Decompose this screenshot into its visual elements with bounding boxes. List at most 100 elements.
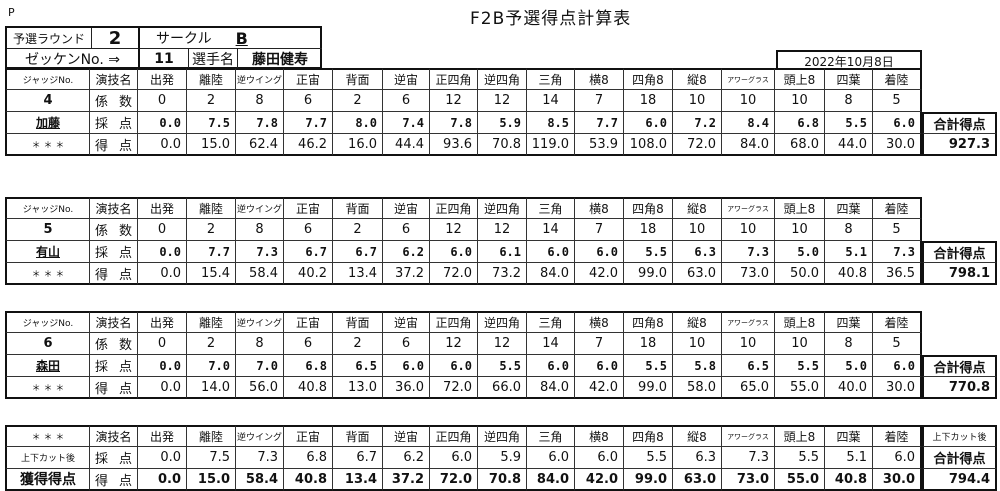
maneuver-name: 逆ウイング [236,68,284,90]
judge-points: 84.0 [527,263,575,285]
judge-score: 6.0 [624,112,673,134]
judge-score: 7.5 [187,112,236,134]
judge-points: 15.0 [187,134,236,156]
judge-score: 7.0 [236,355,284,377]
judge-no: 6 [5,333,90,355]
score-label-char-2: 点 [118,117,132,132]
points-label: 得点 [90,377,138,399]
score-label-char-1: 採 [95,360,109,375]
judge-score: 5.5 [478,355,527,377]
coefficient: 14 [527,90,575,112]
judge-score: 7.4 [383,112,430,134]
judge-points: 56.0 [236,377,284,399]
judge-no: 4 [5,90,90,112]
coefficient: 10 [775,219,825,241]
score-label-char-2: 点 [118,452,132,467]
bib-label: ゼッケンNo. ⇒ [7,49,140,69]
final-points: 15.0 [187,469,236,491]
judge-no-header: ジャッジNo. [5,197,90,219]
judge-points: 30.0 [873,134,922,156]
judge-points: 119.0 [527,134,575,156]
judge-points: 42.0 [575,263,624,285]
final-points: 84.0 [527,469,575,491]
points-label: 得点 [90,134,138,156]
maneuver-name: 正四角 [430,311,478,333]
maneuver-name: 背面 [333,68,383,90]
final-score: 5.5 [624,447,673,469]
judge-points: 0.0 [138,263,187,285]
coefficient: 10 [722,333,775,355]
maneuver-name: 出発 [138,68,187,90]
judge-points: 0.0 [138,134,187,156]
coefficient: 10 [673,333,722,355]
maneuver-name: 背面 [333,311,383,333]
final-score: 6.2 [383,447,430,469]
coefficient: 0 [138,90,187,112]
maneuver-name: 出発 [138,311,187,333]
judge-points: 15.4 [187,263,236,285]
maneuver-name: 頭上8 [775,68,825,90]
judge-score: 5.8 [673,355,722,377]
maneuver-name: 正宙 [284,425,333,447]
maneuver-name: 正四角 [430,425,478,447]
maneuver-name: 正宙 [284,311,333,333]
judge-points: 73.0 [722,263,775,285]
judge-points: 44.0 [825,134,873,156]
coefficient: 18 [624,90,673,112]
coefficient: 2 [333,90,383,112]
maneuver-name: 離陸 [187,68,236,90]
maneuver-name: 縦8 [673,425,722,447]
judge-name: 森田 [5,355,90,377]
judge-score: 7.8 [236,112,284,134]
coefficient: 6 [284,219,333,241]
after-cut-label: 上下カット後 [5,447,90,469]
score-label: 採点 [90,447,138,469]
spacer [922,311,997,333]
final-score: 5.5 [775,447,825,469]
judge-points: 16.0 [333,134,383,156]
score-label-char-2: 点 [118,360,132,375]
final-table: ＊ ＊ ＊演技名 出発 離陸 逆ウイング 正宙 背面 逆宙 正四角 逆四角 三角 横8 四角8 縦8 アワ… [5,425,997,491]
judge-score: 0.0 [138,355,187,377]
judge-score: 5.0 [775,241,825,263]
maneuver-header: 演技名 [90,311,138,333]
coefficient: 18 [624,219,673,241]
final-score: 7.5 [187,447,236,469]
judge-no-header: ジャッジNo. [5,311,90,333]
total-header-after-cut: 上下カット後 [922,425,997,447]
maneuver-name: 逆宙 [383,425,430,447]
coefficient: 14 [527,219,575,241]
judge-points: 40.8 [284,377,333,399]
maneuver-header: 演技名 [90,197,138,219]
spacer [922,68,997,90]
judge-score: 6.5 [333,355,383,377]
points-label-char-2: 点 [118,267,132,283]
judge-points: 13.4 [333,263,383,285]
coefficient-label-char-2: 数 [118,338,132,353]
maneuver-name: 正宙 [284,68,333,90]
judge-score: 6.2 [383,241,430,263]
judge-total: 798.1 [922,263,997,285]
judge-score: 7.2 [673,112,722,134]
judge-points: 53.9 [575,134,624,156]
final-points: 40.8 [284,469,333,491]
coefficient: 6 [284,90,333,112]
judge-points: 36.5 [873,263,922,285]
final-score: 5.9 [478,447,527,469]
judge-points: 68.0 [775,134,825,156]
total-label: 合計得点 [922,112,997,134]
coefficient: 7 [575,90,624,112]
final-points: 13.4 [333,469,383,491]
judge-score: 5.1 [825,241,873,263]
maneuver-name: 逆宙 [383,197,430,219]
circle-label: サークル [156,31,212,47]
judge-points: 72.0 [430,377,478,399]
coefficient: 8 [825,333,873,355]
judge-score: 0.0 [138,241,187,263]
judge-score: 6.0 [527,355,575,377]
maneuver-name: 離陸 [187,197,236,219]
points-label-char-1: 得 [95,381,109,397]
maneuver-name: 四葉 [825,311,873,333]
judge-score: 5.5 [775,355,825,377]
judge-score: 5.0 [825,355,873,377]
